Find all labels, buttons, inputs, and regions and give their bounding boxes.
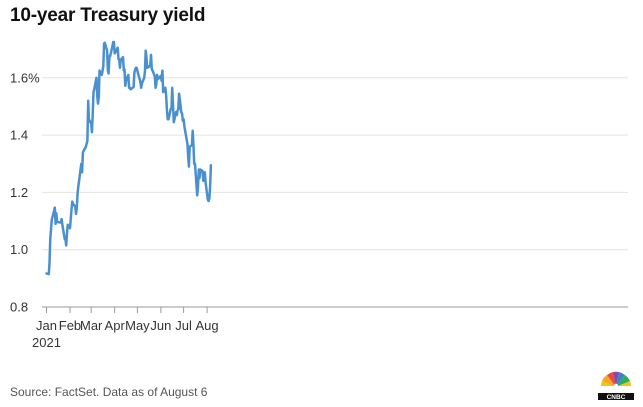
y-tick-label: 1.2 (10, 185, 28, 200)
x-tick-label: Aug (196, 318, 219, 333)
y-tick-label: 1.0 (10, 242, 28, 257)
series-line (45, 40, 213, 276)
x-tick-label: Apr (105, 318, 126, 333)
y-axis: 0.8 1.0 1.2 1.4 1.6% (10, 70, 40, 314)
y-tick-label: 0.8 (10, 300, 28, 315)
source-note: Source: FactSet. Data as of August 6 (10, 385, 208, 399)
x-tick-label: Feb (59, 318, 81, 333)
x-tick-label: Jun (150, 318, 171, 333)
x-tick-label: Mar (80, 318, 103, 333)
x-axis-year-label: 2021 (32, 335, 61, 350)
x-tick-label: Jul (175, 318, 192, 333)
chart-title: 10-year Treasury yield (10, 5, 206, 26)
x-tick-label: Jan (36, 318, 57, 333)
y-tick-label: 1.6% (10, 70, 40, 85)
svg-text:CNBC: CNBC (607, 394, 626, 401)
cnbc-peacock-logo: CNBC (598, 371, 634, 401)
y-tick-label: 1.4 (10, 128, 28, 143)
gridlines (42, 77, 628, 308)
x-tick-label: May (125, 318, 150, 333)
